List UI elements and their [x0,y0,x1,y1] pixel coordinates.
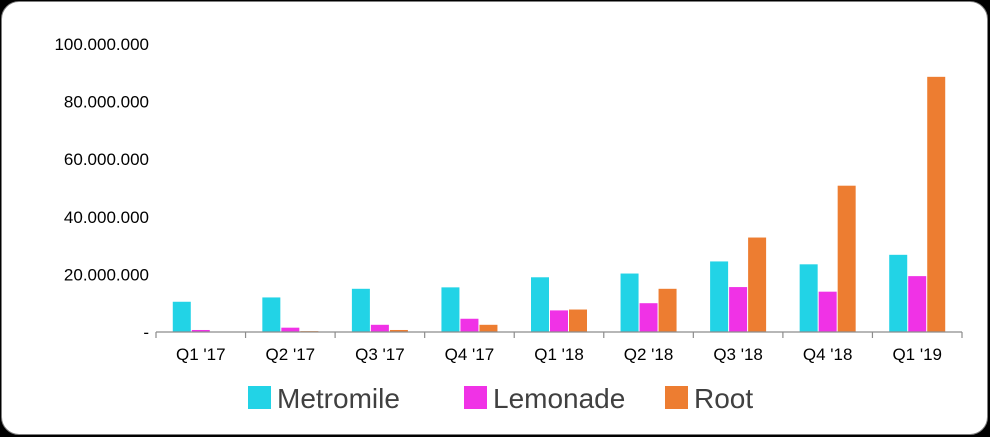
x-tick-label: Q4 '18 [803,345,853,364]
bar-lemonade [281,327,300,332]
y-axis-ticks: - 20.000.000 40.000.000 60.000.000 80.000.00… [54,35,149,342]
legend-swatch [665,386,688,409]
x-tick-label: Q2 '18 [624,345,674,364]
bar-root [927,76,946,332]
x-tick-label: Q3 '18 [713,345,763,364]
bar-root [748,237,767,332]
y-tick-label: 100.000.000 [54,35,149,54]
legend-item-metromile: Metromile [248,383,400,414]
x-axis-ticks: Q1 '17 Q2 '17 Q3 '17 Q4 '17 Q1 '18 Q2 '18 Q3 '… [155,332,963,364]
legend-swatch [464,386,487,409]
bar-metromile [351,288,370,332]
bar-root [479,324,498,332]
bar-root [389,329,408,332]
bar-root [658,288,677,332]
bar-metromile [710,261,729,332]
y-tick-label: 20.000.000 [64,265,149,284]
bar-root [837,185,856,332]
bar-lemonade [639,303,658,332]
y-tick-label: 40.000.000 [64,208,149,227]
bar-metromile [441,287,460,332]
legend-swatch [248,386,271,409]
bar-lemonade [460,318,479,332]
legend-label: Root [694,383,753,414]
legend-item-lemonade: Lemonade [464,383,625,414]
x-tick-label: Q2 '17 [266,345,316,364]
y-tick-label: 60.000.000 [64,150,149,169]
bar-lemonade [550,310,568,332]
bars [172,76,946,332]
legend-label: Metromile [277,383,400,414]
x-tick-label: Q3 '17 [355,345,405,364]
bar-metromile [620,273,639,332]
bar-lemonade [191,329,210,332]
bar-lemonade [370,324,389,332]
y-tick-label: 80.000.000 [64,93,149,112]
y-tick-label: - [143,323,149,342]
x-tick-label: Q1 '19 [892,345,942,364]
bar-metromile [531,277,549,332]
bar-lemonade [729,287,748,332]
bar-lemonade [908,276,927,332]
bar-metromile [262,297,281,332]
bar-lemonade [818,291,837,332]
bar-metromile [889,254,908,332]
legend-label: Lemonade [493,383,625,414]
legend-item-root: Root [665,383,753,414]
bar-metromile [799,264,818,332]
x-tick-label: Q4 '17 [445,345,495,364]
bar-metromile [172,301,191,332]
legend: Metromile Lemonade Root [248,383,753,414]
bar-root [569,309,587,332]
x-tick-label: Q1 '17 [176,345,226,364]
x-tick-label: Q1 '18 [534,345,584,364]
